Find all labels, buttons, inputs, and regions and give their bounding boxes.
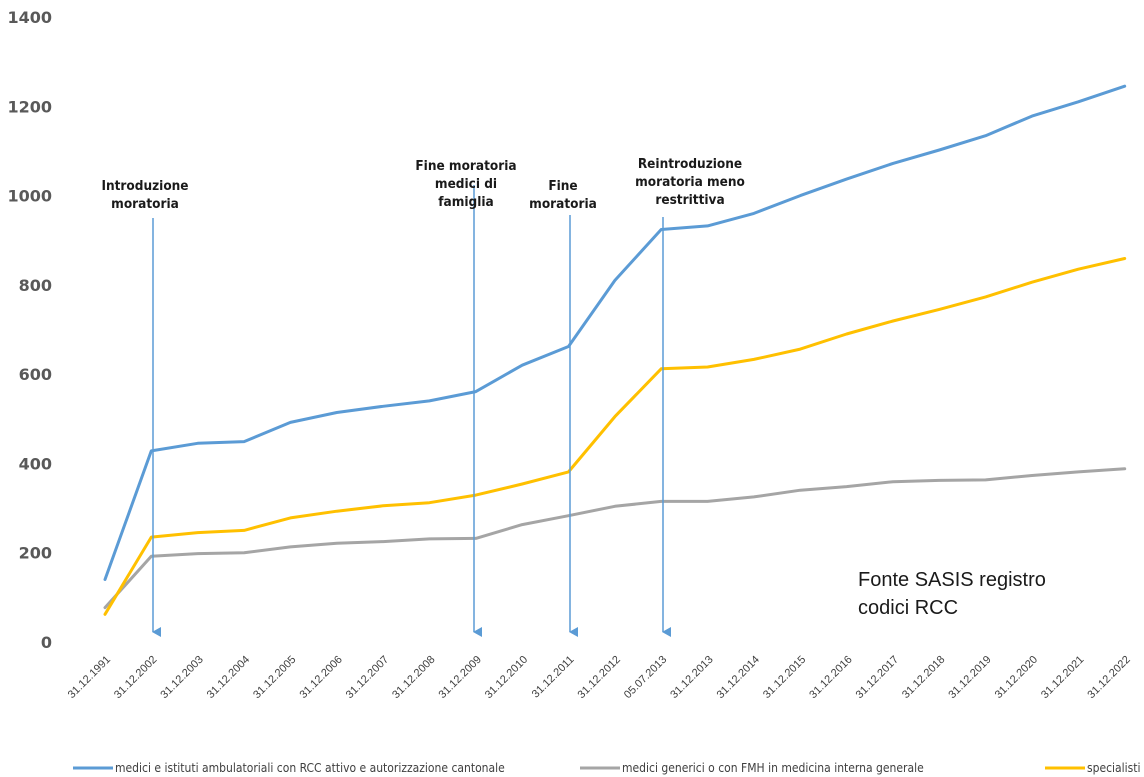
x-tick-label: 31.12.2020 <box>993 654 1040 701</box>
annotation-label: Introduzione <box>101 178 188 194</box>
x-tick-label: 31.12.2005 <box>251 654 298 701</box>
y-tick-label: 400 <box>19 454 52 473</box>
x-tick-label: 31.12.2008 <box>390 654 437 701</box>
annotation-label: Fine moratoria <box>415 158 516 174</box>
x-tick-label: 31.12.2002 <box>112 654 159 701</box>
legend-label-1: medici e istituti ambulatoriali con RCC … <box>115 761 505 775</box>
y-tick-label: 1400 <box>7 8 52 27</box>
x-tick-label: 31.12.2006 <box>297 654 344 701</box>
source-note-line: Fonte SASIS registro <box>858 569 1046 591</box>
x-tick-label: 31.12.2019 <box>946 654 993 701</box>
annotation-label: moratoria <box>529 196 597 212</box>
series-line-2 <box>103 467 1127 610</box>
annotation-label: restrittiva <box>655 192 724 208</box>
x-tick-label: 31.12.2004 <box>205 654 252 701</box>
y-tick-label: 1200 <box>7 97 52 116</box>
annotation-label: famiglia <box>438 194 494 210</box>
annotation-label: Fine <box>548 178 577 194</box>
x-tick-label: 31.12.2016 <box>807 654 854 701</box>
x-tick-label: 31.12.2017 <box>854 654 901 701</box>
y-tick-label: 600 <box>19 365 52 384</box>
x-tick-label: 05.07.2013 <box>622 654 669 701</box>
y-axis: 0 200 400 600 800 1000 1200 1400 <box>7 8 52 652</box>
series-line-1 <box>103 84 1127 581</box>
source-note-line: codici RCC <box>858 597 958 619</box>
y-tick-label: 200 <box>19 544 52 563</box>
x-tick-label: 31.12.2012 <box>576 654 623 701</box>
x-tick-label: 31.12.2010 <box>483 654 530 701</box>
x-tick-label: 31.12.2003 <box>158 654 205 701</box>
annotation-label: medici di <box>435 176 497 192</box>
x-tick-label: 31.12.2014 <box>715 654 762 701</box>
annotation-label: Reintroduzione <box>638 156 742 172</box>
legend-label-2: medici generici o con FMH in medicina in… <box>622 761 924 775</box>
x-tick-label: 31.12.2015 <box>761 654 808 701</box>
x-tick-label: 31.12.2022 <box>1085 654 1132 701</box>
y-tick-label: 1000 <box>7 187 52 206</box>
source-note: Fonte SASIS registro codici RCC <box>858 569 1046 619</box>
y-tick-label: 800 <box>19 276 52 295</box>
x-tick-label: 31.12.2011 <box>530 654 577 701</box>
x-tick-label: 31.12.2009 <box>437 654 484 701</box>
x-tick-label: 31.12.2013 <box>668 654 715 701</box>
annotation-layer: Introduzione moratoria Fine moratoria medic… <box>101 156 745 637</box>
annotation-label: moratoria <box>111 196 179 212</box>
x-tick-label: 31.12.2007 <box>344 654 391 701</box>
legend-label-3: specialisti <box>1087 761 1141 775</box>
series-line-3 <box>103 257 1127 616</box>
x-tick-label: 31.12.2021 <box>1039 654 1086 701</box>
legend: medici e istituti ambulatoriali con RCC … <box>73 761 1141 775</box>
x-axis: 31.12.199131.12.200231.12.200331.12.2004… <box>66 654 1133 701</box>
annotation-label: moratoria meno <box>635 174 745 190</box>
series-layer <box>103 84 1127 616</box>
y-tick-label: 0 <box>41 633 52 652</box>
x-tick-label: 31.12.1991 <box>66 654 113 701</box>
x-tick-label: 31.12.2018 <box>900 654 947 701</box>
